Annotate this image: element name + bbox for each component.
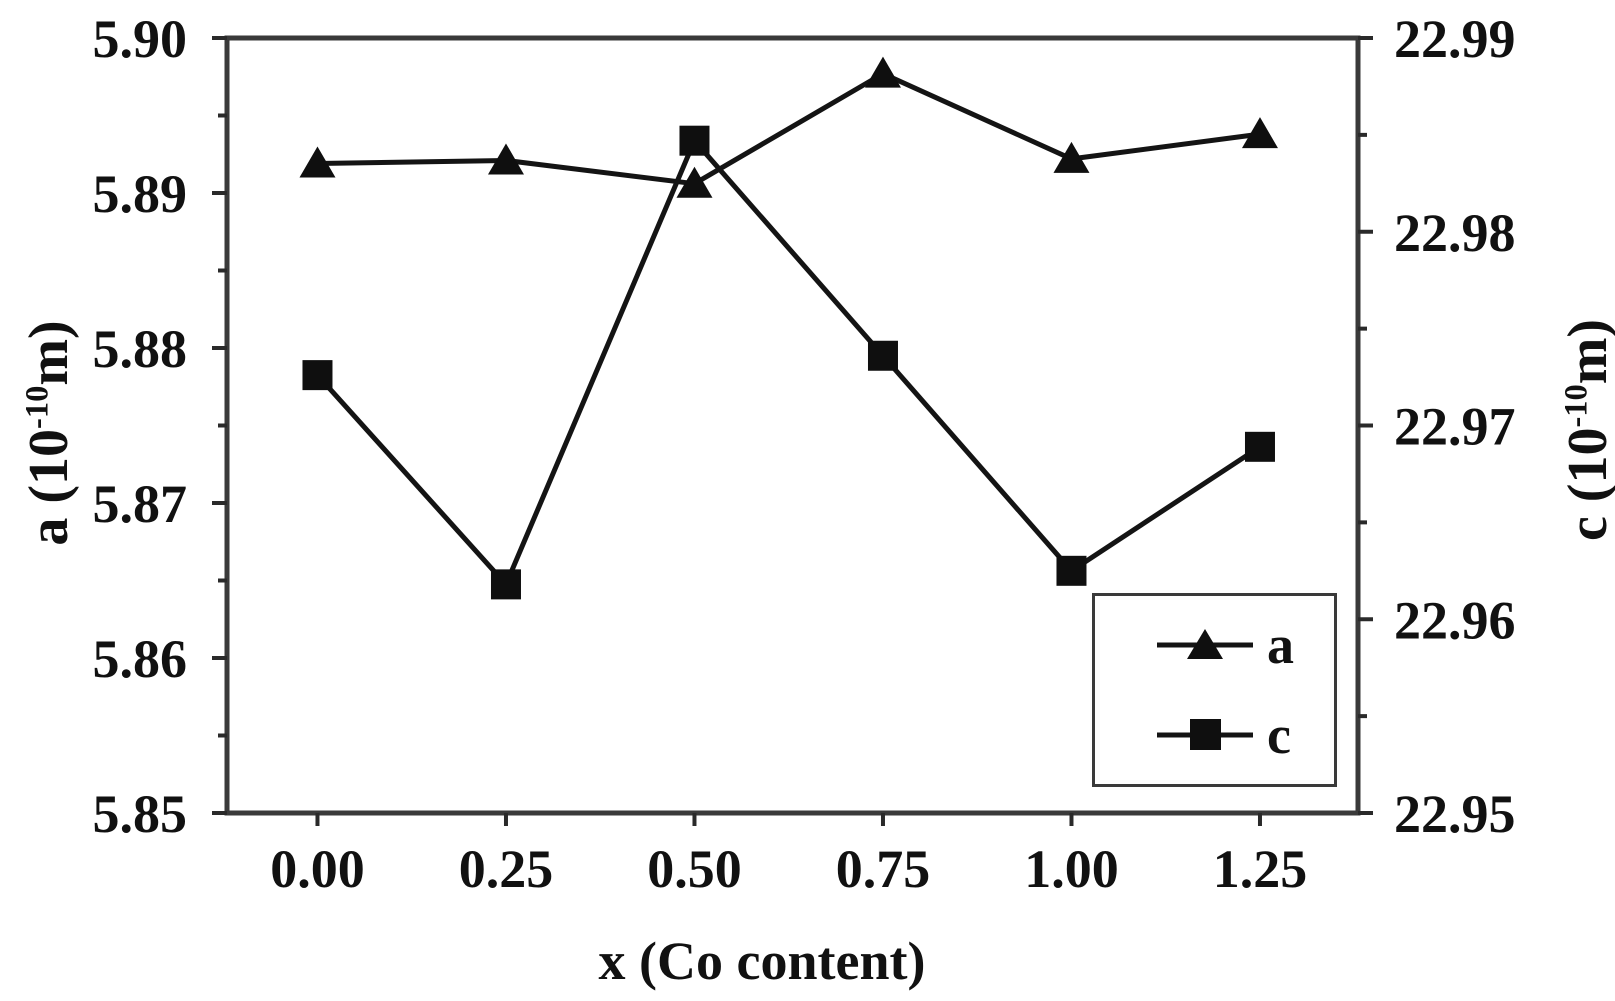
series-c-line [315,136,1262,589]
x-tick-label: 0.00 [270,839,365,899]
y-left-tick-label: 5.87 [93,474,188,534]
legend-label-a: a [1267,615,1294,675]
legend: a c [1092,593,1337,787]
y-left-tick-label: 5.88 [93,319,188,379]
y-left-tick-label: 5.90 [93,9,188,69]
legend-entry-a: a [1153,618,1334,672]
x-tick-label: 1.25 [1213,839,1308,899]
triangle-marker-icon [1157,629,1253,659]
right-axis-title: c (10-10m) [1557,318,1615,542]
square-marker [1056,555,1087,586]
y-right-tick-label: 22.98 [1394,203,1516,263]
right-axis-title-prefix: c (10 [1557,427,1615,542]
triangle-marker [1241,117,1278,149]
legend-entry-c: c [1153,708,1334,762]
triangle-marker [676,166,713,198]
y-left-tick-label: 5.89 [93,164,188,224]
left-axis-title: a (10-10m) [18,320,80,546]
x-axis-title: x (Co content) [598,931,926,991]
y-right-tick-label: 22.99 [1394,9,1516,69]
left-axis-title-suffix: m) [18,320,80,386]
square-marker [302,360,333,391]
square-marker [679,125,710,156]
square-marker [490,569,521,600]
square-marker-icon [1157,719,1253,750]
square-marker [867,340,898,371]
left-axis-title-prefix: a (10 [18,428,80,546]
x-tick-label: 1.00 [1024,839,1119,899]
series-a-line [317,70,1261,187]
right-axis-title-suffix: m) [1557,318,1615,385]
triangle-marker [864,56,901,88]
y-left-tick-label: 5.86 [93,629,188,689]
right-axis-title-superscript: -10 [1558,384,1595,428]
legend-label-c: c [1267,705,1291,765]
x-tick-label: 0.25 [459,839,554,899]
triangle-marker [1053,141,1090,173]
x-tick-label: 0.50 [647,839,742,899]
y-right-tick-label: 22.96 [1394,590,1516,650]
triangle-marker [487,143,524,175]
triangle-marker [299,146,336,178]
x-tick-label: 0.75 [836,839,931,899]
y-right-tick-label: 22.97 [1394,397,1516,457]
square-marker [1244,431,1275,462]
y-right-tick-label: 22.95 [1394,784,1516,844]
y-left-tick-label: 5.85 [93,784,188,844]
left-axis-title-superscript: -10 [19,385,56,429]
